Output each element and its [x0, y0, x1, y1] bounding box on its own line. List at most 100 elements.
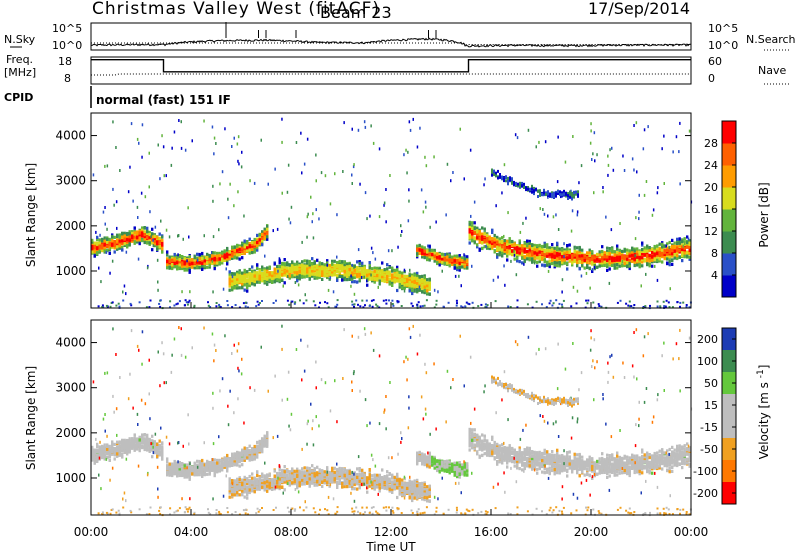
power-sparse-cell — [401, 230, 403, 233]
power-cell — [241, 246, 244, 250]
power-cell — [251, 269, 254, 273]
power-cell — [476, 229, 479, 233]
power-cell — [161, 244, 164, 248]
power-cell — [548, 262, 551, 266]
power-sparse-cell — [360, 276, 363, 279]
power-cell — [321, 270, 324, 274]
power-cell — [201, 264, 204, 268]
power-cell — [428, 280, 431, 284]
power-cell — [156, 247, 159, 251]
power-sparse-cell — [237, 135, 240, 139]
power-cell — [603, 254, 606, 259]
power-cell — [306, 274, 309, 278]
power-cell — [171, 265, 174, 269]
power-cell — [418, 288, 421, 292]
power-sparse-cell — [233, 136, 235, 140]
power-cell — [263, 235, 266, 239]
power-cell — [538, 260, 541, 264]
power-cell — [458, 257, 461, 261]
power-cell — [308, 273, 311, 277]
power-cell — [261, 271, 264, 276]
power-cell — [181, 266, 184, 271]
power-cell — [108, 244, 111, 248]
power-cell — [531, 253, 534, 257]
power-cell — [148, 239, 151, 243]
power-cell — [606, 251, 609, 256]
power-cell — [343, 260, 346, 264]
power-sparse-cell — [525, 216, 527, 220]
power-cell — [606, 253, 609, 257]
power-cell — [458, 262, 461, 266]
power-sparse-cell — [125, 292, 127, 296]
power-cell — [321, 267, 324, 271]
power-cell — [243, 239, 246, 243]
power-cell — [201, 254, 204, 258]
power-cell — [181, 261, 184, 265]
power-sparse-cell — [130, 122, 133, 126]
power-sparse-cell — [523, 262, 525, 266]
power-cell — [148, 230, 151, 234]
power-cell — [336, 264, 339, 268]
power-cell — [501, 248, 504, 252]
power-cell — [238, 279, 241, 283]
power-cell — [146, 236, 149, 240]
power-cell — [116, 245, 119, 249]
power-cell — [96, 237, 99, 242]
power-cell — [468, 236, 471, 240]
power-cell — [523, 247, 526, 251]
power-cell — [573, 245, 576, 249]
power-cell — [211, 258, 214, 262]
power-cell — [391, 278, 394, 282]
power-cell — [618, 260, 621, 264]
power-sparse-cell — [332, 290, 335, 294]
power-cell — [336, 278, 339, 282]
power-cell — [543, 260, 546, 264]
power-cell — [423, 283, 426, 287]
power-cell — [541, 245, 544, 249]
power-cell — [513, 242, 516, 246]
power-sparse-cell — [288, 217, 290, 221]
power-sparse-cell — [634, 254, 636, 258]
power-cell — [488, 246, 491, 250]
power-cell — [101, 248, 104, 252]
power-cell — [643, 253, 646, 257]
power-cell — [328, 266, 331, 270]
power-sparse-cell — [633, 168, 635, 172]
power-cell — [416, 247, 419, 251]
power-cell — [228, 270, 231, 274]
power-cell — [683, 251, 686, 255]
power-cell — [248, 281, 251, 285]
power-sparse-cell — [403, 289, 406, 293]
power-cell — [493, 250, 496, 254]
power-sparse-cell — [141, 155, 143, 159]
power-sparse-cell — [611, 146, 613, 150]
power-cell — [123, 231, 126, 235]
power-sparse-cell — [459, 127, 461, 131]
power-cell — [268, 278, 271, 282]
power-sparse-cell — [374, 257, 377, 261]
power-cell — [166, 253, 169, 257]
power-cell — [253, 271, 256, 275]
power-cell — [641, 253, 644, 257]
power-sparse-cell — [572, 135, 574, 138]
power-cell — [421, 274, 424, 278]
power-sparse-cell — [119, 169, 121, 172]
power-cell — [258, 280, 261, 284]
power-cell — [381, 261, 384, 265]
power-cell — [376, 278, 379, 282]
power-sparse-cell — [400, 233, 402, 237]
power-cell — [496, 235, 499, 239]
power-sparse-cell — [129, 165, 131, 169]
power-sparse-cell — [513, 253, 516, 257]
power-cell — [688, 239, 691, 243]
power-cell — [256, 240, 259, 245]
power-cell — [523, 259, 526, 263]
power-cell — [653, 250, 656, 254]
power-cell — [368, 277, 371, 281]
power-cell — [241, 276, 244, 280]
power-sparse-cell — [602, 190, 604, 194]
power-sparse-cell — [243, 214, 245, 218]
power-cell — [671, 252, 674, 256]
power-cell — [381, 272, 384, 276]
power-cell — [193, 265, 196, 270]
